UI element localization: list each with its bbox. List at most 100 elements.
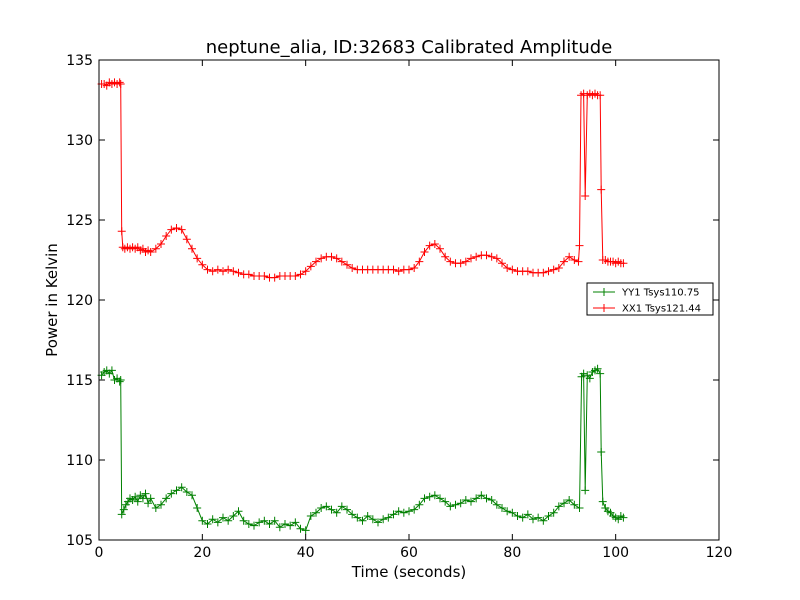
chart-title: neptune_alia, ID:32683 Calibrated Amplit…: [206, 37, 613, 58]
legend-swatch-marker: [600, 288, 608, 296]
data-point-marker: [121, 500, 130, 509]
data-point-marker: [523, 510, 532, 519]
data-point-marker: [368, 515, 377, 524]
data-point-marker: [296, 270, 305, 279]
data-point-marker: [353, 513, 362, 522]
data-point-marker: [117, 510, 126, 519]
data-point-marker: [270, 273, 279, 282]
data-point-marker: [193, 504, 202, 512]
data-point-marker: [534, 513, 543, 522]
data-point-marker: [596, 369, 605, 378]
data-point-marker: [456, 499, 465, 508]
data-point-marker: [410, 505, 419, 514]
data-point-marker: [317, 254, 326, 263]
data-point-marker: [461, 257, 470, 266]
data-point-marker: [219, 267, 227, 276]
data-point-marker: [337, 502, 346, 511]
data-point-marker: [581, 192, 590, 200]
data-point-marker: [219, 513, 227, 522]
series-yy1: [97, 364, 628, 535]
data-point-marker: [172, 224, 181, 232]
y-tick-label: 115: [66, 373, 93, 389]
data-point-marker: [420, 494, 429, 503]
data-point-marker: [107, 366, 116, 375]
data-point-marker: [151, 504, 160, 512]
data-point-marker: [239, 516, 248, 525]
data-point-marker: [441, 497, 450, 506]
data-point-marker: [131, 492, 140, 501]
data-point-marker: [467, 254, 475, 263]
data-point-marker: [549, 265, 558, 274]
data-point-marker: [410, 264, 419, 272]
data-point-marker: [306, 262, 315, 271]
data-point-marker: [379, 515, 388, 524]
data-point-marker: [182, 235, 191, 244]
data-point-marker: [244, 520, 253, 528]
data-point-marker: [332, 254, 341, 263]
data-point-marker: [508, 265, 517, 274]
data-point-marker: [430, 491, 439, 500]
data-point-marker: [503, 264, 512, 272]
data-point-marker: [598, 497, 607, 506]
data-point-marker: [405, 265, 413, 274]
series-line: [101, 368, 624, 532]
data-point-marker: [141, 489, 150, 498]
data-point-marker: [436, 244, 444, 253]
data-point-marker: [301, 526, 310, 535]
data-point-marker: [116, 376, 125, 384]
data-point-marker: [286, 521, 295, 530]
data-point-marker: [575, 504, 584, 512]
data-point-marker: [193, 254, 202, 263]
legend-box: [586, 282, 714, 316]
data-point-marker: [275, 523, 284, 532]
data-point-marker: [327, 505, 336, 514]
data-point-marker: [529, 515, 537, 524]
data-point-marker: [577, 372, 586, 381]
series-layer: [97, 78, 628, 535]
data-point-marker: [430, 240, 439, 248]
data-point-marker: [167, 225, 176, 234]
series-xx1: [97, 78, 628, 282]
legend: YY1 Tsys110.75 XX1 Tsys121.44: [586, 282, 714, 316]
data-point-marker: [162, 494, 171, 503]
data-point-marker: [436, 494, 444, 503]
data-point-marker: [213, 265, 222, 274]
data-point-marker: [544, 267, 553, 276]
data-point-marker: [116, 80, 125, 88]
data-point-marker: [138, 494, 147, 503]
data-point-marker: [172, 486, 181, 495]
data-point-marker: [539, 516, 548, 525]
data-point-marker: [389, 265, 398, 274]
data-point-marker: [399, 508, 408, 517]
data-point-marker: [492, 254, 501, 263]
data-point-marker: [415, 257, 424, 266]
data-point-marker: [358, 516, 367, 525]
data-point-marker: [260, 516, 269, 525]
data-point-marker: [229, 512, 238, 520]
data-point-marker: [549, 508, 558, 517]
data-point-marker: [255, 518, 264, 527]
data-point-marker: [301, 267, 310, 276]
x-tick-label: 20: [193, 545, 211, 561]
data-point-marker: [374, 518, 382, 527]
data-point-marker: [198, 260, 207, 269]
data-point-marker: [167, 489, 176, 498]
data-point-marker: [144, 499, 153, 508]
data-point-marker: [384, 513, 393, 522]
x-tick-label: 100: [602, 545, 629, 561]
data-point-marker: [405, 507, 413, 516]
data-point-marker: [467, 497, 475, 506]
data-point-marker: [115, 377, 124, 386]
data-point-marker: [322, 502, 331, 511]
data-point-marker: [250, 521, 258, 530]
data-point-marker: [133, 497, 142, 506]
y-axis-label: Power in Kelvin: [43, 243, 61, 357]
x-tick-label: 60: [400, 545, 418, 561]
data-point-marker: [565, 252, 574, 261]
data-point-marker: [570, 256, 579, 264]
data-point-marker: [482, 494, 491, 503]
data-point-marker: [487, 252, 496, 261]
data-point-marker: [348, 510, 357, 519]
data-point-marker: [265, 520, 274, 528]
data-point-marker: [565, 496, 574, 504]
